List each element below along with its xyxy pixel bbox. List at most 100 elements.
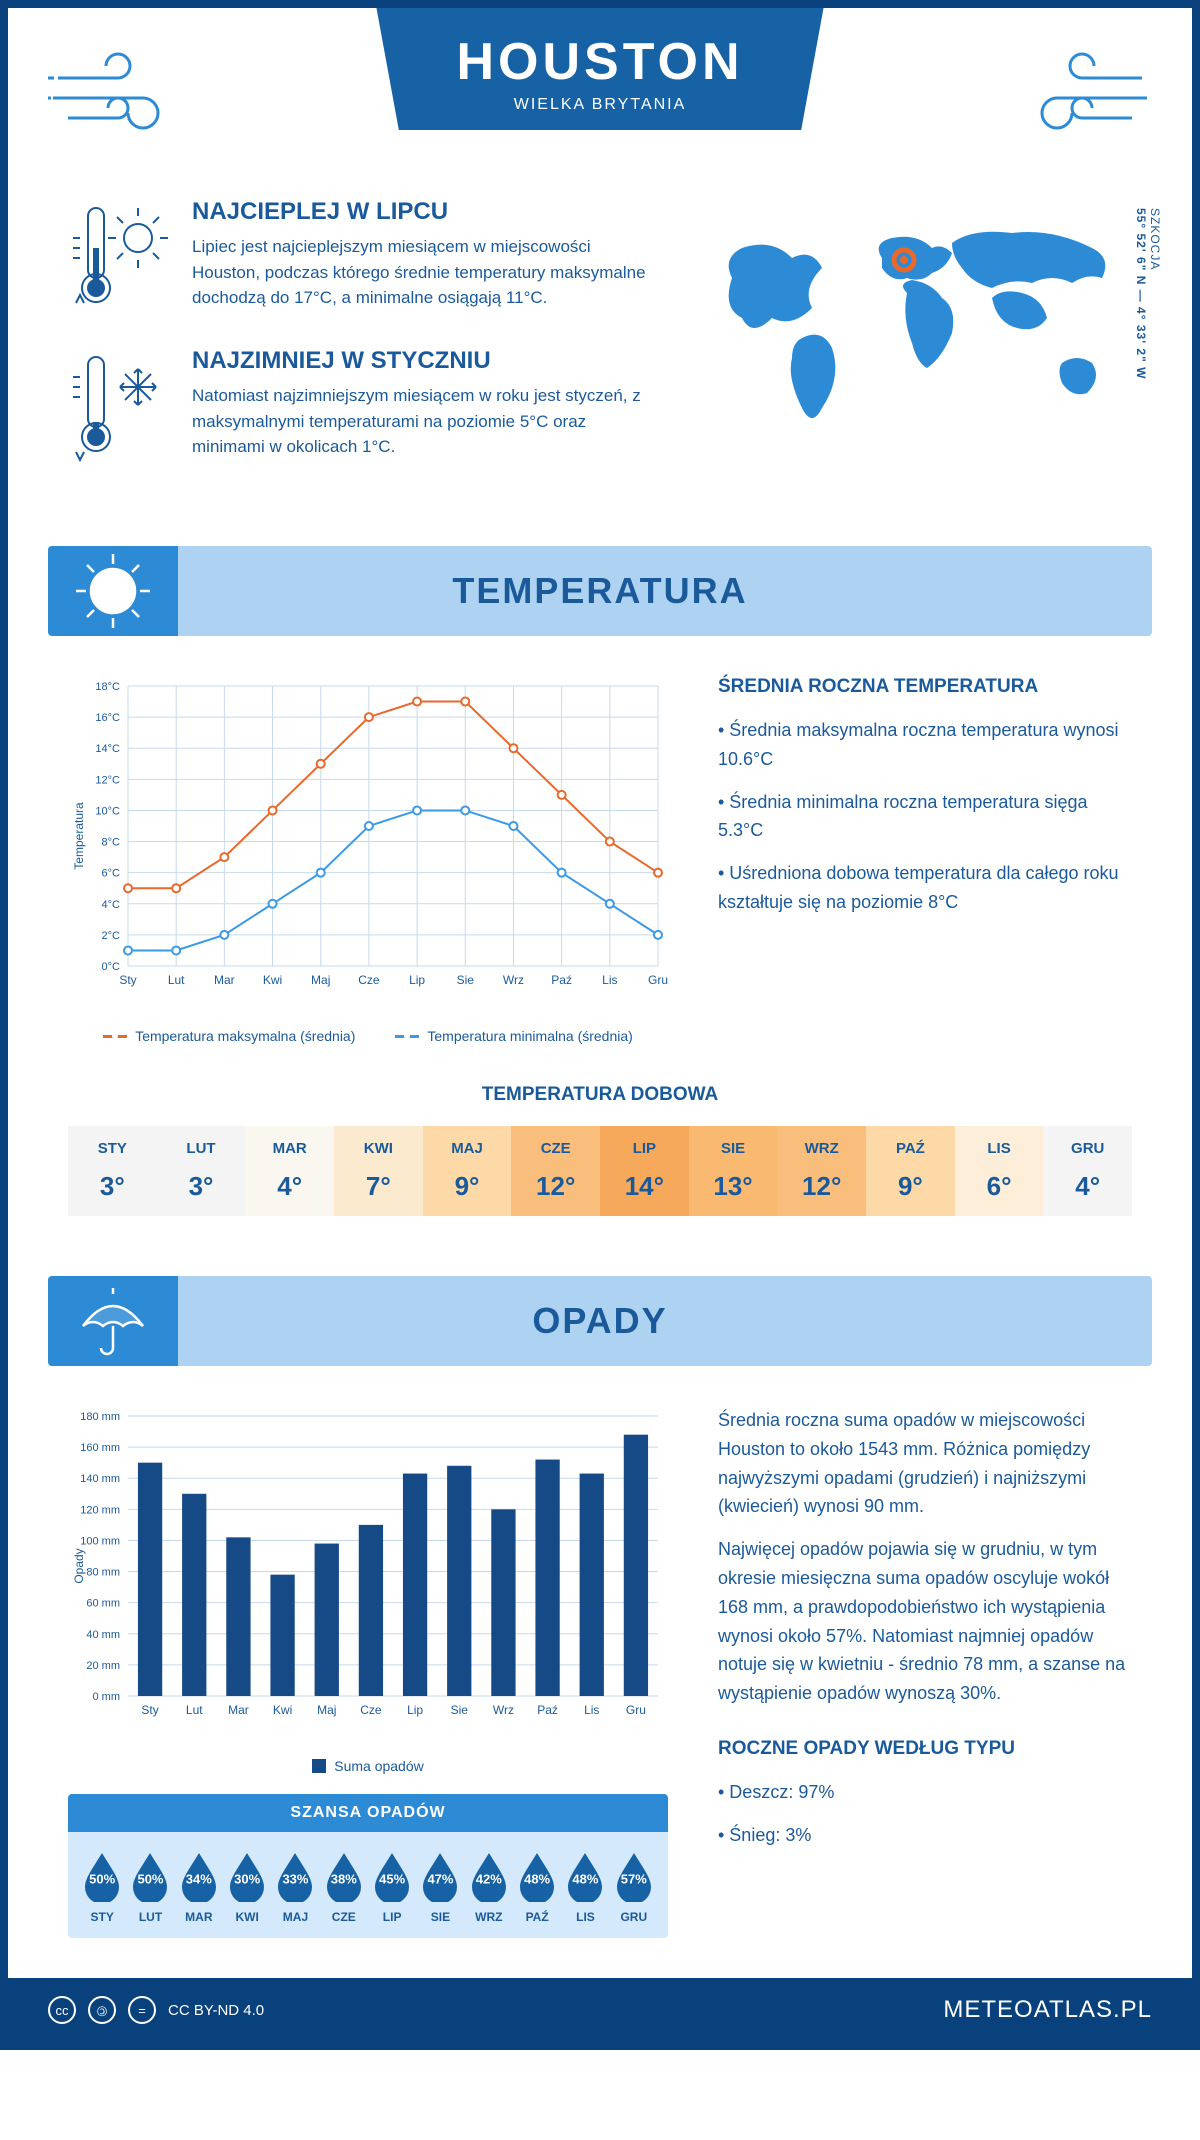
chance-month: CZE <box>320 1910 368 1924</box>
nd-icon: = <box>128 1996 156 2024</box>
chance-value: 38% <box>331 1871 357 1886</box>
chance-month: MAR <box>175 1910 223 1924</box>
daily-value: 14° <box>600 1171 689 1202</box>
coordinates: SZKOCJA 55° 52' 6" N — 4° 33' 2" W <box>1134 208 1162 379</box>
coldest-title: NAJZIMNIEJ W STYCZNIU <box>192 347 652 375</box>
svg-text:Sie: Sie <box>451 1703 469 1717</box>
hottest-title: NAJCIEPLEJ W LIPCU <box>192 198 652 226</box>
svg-text:18°C: 18°C <box>95 681 120 693</box>
legend-min-label: Temperatura minimalna (średnia) <box>427 1028 632 1044</box>
daily-cell: KWI7° <box>334 1126 423 1216</box>
hottest-text: NAJCIEPLEJ W LIPCU Lipiec jest najcieple… <box>192 198 652 323</box>
daily-cell: MAR4° <box>245 1126 334 1216</box>
chance-value: 57% <box>621 1871 647 1886</box>
svg-text:12°C: 12°C <box>95 774 120 786</box>
daily-value: 6° <box>955 1171 1044 1202</box>
svg-text:Opady: Opady <box>72 1548 86 1583</box>
daily-month: LIP <box>600 1140 689 1157</box>
svg-text:Wrz: Wrz <box>493 1703 514 1717</box>
daily-month: WRZ <box>777 1140 866 1157</box>
daily-month: SIE <box>689 1140 778 1157</box>
svg-text:16°C: 16°C <box>95 712 120 724</box>
chance-month: STY <box>78 1910 126 1924</box>
thermometer-sun-icon <box>68 198 168 323</box>
temperature-section: TEMPERATURA <box>8 546 1192 636</box>
header: HOUSTON WIELKA BRYTANIA <box>8 8 1192 188</box>
coords-value: 55° 52' 6" N — 4° 33' 2" W <box>1134 208 1148 379</box>
svg-text:10°C: 10°C <box>95 805 120 817</box>
raindrop-icon: 57% <box>613 1850 655 1902</box>
annual-temp-title: ŚREDNIA ROCZNA TEMPERATURA <box>718 676 1132 698</box>
footer-site: METEOATLAS.PL <box>943 1996 1152 2024</box>
chance-cell: 57% GRU <box>610 1850 658 1924</box>
daily-value: 12° <box>777 1171 866 1202</box>
wind-icon <box>1012 48 1152 143</box>
svg-text:Temperatura: Temperatura <box>72 802 86 870</box>
chance-cell: 48%LIS <box>561 1850 609 1924</box>
daily-cell: STY3° <box>68 1126 157 1216</box>
chance-cell: 47% SIE <box>416 1850 464 1924</box>
precip-legend: Suma opadów <box>68 1758 668 1774</box>
svg-text:0 mm: 0 mm <box>93 1691 121 1703</box>
daily-cell: MAJ9° <box>423 1126 512 1216</box>
raindrop-icon: 34% <box>178 1850 220 1902</box>
svg-text:8°C: 8°C <box>102 837 121 849</box>
chance-value: 34% <box>186 1871 212 1886</box>
chance-cell: 33%MAJ <box>271 1850 319 1924</box>
legend-max-label: Temperatura maksymalna (średnia) <box>135 1028 355 1044</box>
svg-text:Lut: Lut <box>168 973 185 987</box>
svg-text:Lis: Lis <box>584 1703 599 1717</box>
chance-cell: 50% STY <box>78 1850 126 1924</box>
temp-banner: TEMPERATURA <box>48 546 1152 636</box>
daily-cell: WRZ 12° <box>777 1126 866 1216</box>
chance-month: LIP <box>368 1910 416 1924</box>
country-subtitle: WIELKA BRYTANIA <box>456 96 743 114</box>
daily-temp-section: TEMPERATURA DOBOWA STY3°LUT3°MAR4°KWI7°M… <box>8 1084 1192 1256</box>
chance-value: 47% <box>427 1871 453 1886</box>
svg-text:Cze: Cze <box>358 973 380 987</box>
svg-text:Mar: Mar <box>214 973 235 987</box>
daily-month: GRU <box>1043 1140 1132 1157</box>
intro-text-column: NAJCIEPLEJ W LIPCU Lipiec jest najcieple… <box>68 198 652 496</box>
daily-cell: LIS6° <box>955 1126 1044 1216</box>
precip-p2: Najwięcej opadów pojawia się w grudniu, … <box>718 1535 1132 1708</box>
region-label: SZKOCJA <box>1148 208 1162 270</box>
svg-text:Kwi: Kwi <box>273 1703 292 1717</box>
precip-banner: OPADY <box>48 1276 1152 1366</box>
raindrop-icon: 48% <box>564 1850 606 1902</box>
chance-value: 48% <box>524 1871 550 1886</box>
daily-value: 3° <box>68 1171 157 1202</box>
daily-cell: SIE13° <box>689 1126 778 1216</box>
daily-month: MAJ <box>423 1140 512 1157</box>
raindrop-icon: 47% <box>419 1850 461 1902</box>
temp-legend: Temperatura maksymalna (średnia) Tempera… <box>68 1028 668 1044</box>
svg-text:Lip: Lip <box>409 973 425 987</box>
svg-text:Sty: Sty <box>119 973 136 987</box>
umbrella-icon <box>48 1276 178 1366</box>
svg-text:60 mm: 60 mm <box>86 1598 120 1610</box>
header-banner: HOUSTON WIELKA BRYTANIA <box>376 8 823 130</box>
raindrop-icon: 48% <box>516 1850 558 1902</box>
by-icon: 🄯 <box>88 1996 116 2024</box>
daily-cell: LIP 14° <box>600 1126 689 1216</box>
daily-value: 4° <box>1043 1171 1132 1202</box>
svg-text:Wrz: Wrz <box>503 973 524 987</box>
svg-text:Paź: Paź <box>551 973 572 987</box>
svg-text:4°C: 4°C <box>102 899 121 911</box>
chance-month: PAŹ <box>513 1910 561 1924</box>
chance-cell: 42%WRZ <box>465 1850 513 1924</box>
chance-cell: 38% CZE <box>320 1850 368 1924</box>
annual-item: • Uśredniona dobowa temperatura dla całe… <box>718 859 1132 917</box>
chance-value: 33% <box>282 1871 308 1886</box>
svg-text:Maj: Maj <box>311 973 330 987</box>
cc-icon: cc <box>48 1996 76 2024</box>
chance-month: SIE <box>416 1910 464 1924</box>
svg-text:Sty: Sty <box>141 1703 158 1717</box>
daily-month: PAŹ <box>866 1140 955 1157</box>
svg-text:80 mm: 80 mm <box>86 1567 120 1579</box>
chance-month: GRU <box>610 1910 658 1924</box>
chance-month: WRZ <box>465 1910 513 1924</box>
chance-value: 50% <box>89 1871 115 1886</box>
svg-text:14°C: 14°C <box>95 743 120 755</box>
legend-precip-label: Suma opadów <box>334 1758 424 1774</box>
